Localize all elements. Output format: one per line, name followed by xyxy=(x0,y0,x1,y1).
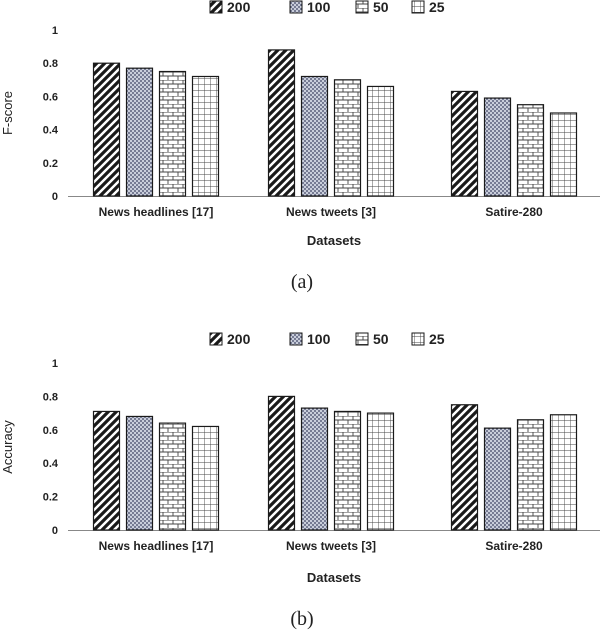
y-tick-label: 0.4 xyxy=(43,125,59,137)
bar-50-0 xyxy=(158,422,187,531)
x-category-label: News tweets [3] xyxy=(286,539,376,553)
legend-label-50: 50 xyxy=(373,331,389,347)
y-tick-label: 0.2 xyxy=(43,492,58,504)
legend-label-100: 100 xyxy=(307,0,331,15)
x-axis-title: Datasets xyxy=(307,233,361,248)
bar-50-1 xyxy=(333,79,362,197)
figure-caption: (a) xyxy=(291,271,313,293)
y-tick-label: 0.6 xyxy=(43,91,58,103)
bar-25-2 xyxy=(549,414,578,531)
legend-swatch-25 xyxy=(411,0,425,14)
y-tick-label: 0 xyxy=(52,525,58,537)
bar-200-1 xyxy=(267,49,296,197)
legend-label-100: 100 xyxy=(307,331,331,347)
y-tick-label: 0.2 xyxy=(43,158,58,170)
bar-200-2 xyxy=(450,404,479,531)
bar-200-0 xyxy=(92,62,121,197)
bar-25-2 xyxy=(549,112,578,197)
legend-label-200: 200 xyxy=(227,0,251,15)
bar-200-2 xyxy=(450,90,479,197)
y-axis-title: F-score xyxy=(0,91,15,135)
x-category-label: News tweets [3] xyxy=(286,205,376,219)
bar-100-1 xyxy=(300,407,329,531)
bar-100-0 xyxy=(125,67,154,197)
legend-label-25: 25 xyxy=(429,331,445,347)
accuracy-chart: 0 0.2 0.4 0.6 0.8 1 News headlines [17] News tw… xyxy=(0,331,600,630)
x-category-label: Satire-280 xyxy=(485,539,543,553)
legend-label-50: 50 xyxy=(373,0,389,15)
bar-100-0 xyxy=(125,415,154,531)
legend-swatch-25 xyxy=(411,332,425,346)
legend-swatch-100 xyxy=(289,332,303,346)
x-axis-title: Datasets xyxy=(307,570,361,585)
legend-swatch-200 xyxy=(209,0,223,14)
bar-25-1 xyxy=(366,85,395,197)
y-tick-label: 0.8 xyxy=(43,58,58,70)
bar-200-0 xyxy=(92,410,121,531)
x-category-label: News headlines [17] xyxy=(99,205,214,219)
figure-caption: (b) xyxy=(290,608,313,630)
y-tick-label: 0 xyxy=(52,191,58,203)
bar-50-0 xyxy=(158,70,187,197)
x-category-label: News headlines [17] xyxy=(99,539,214,553)
bar-100-1 xyxy=(300,75,329,197)
f-score-chart: 0 0.2 0.4 0.6 0.8 1 News headlines [17] News tw… xyxy=(0,0,600,293)
legend-swatch-50 xyxy=(355,0,369,14)
y-tick-label: 1 xyxy=(52,25,58,37)
bar-50-2 xyxy=(516,104,545,197)
y-tick-label: 0.6 xyxy=(43,425,58,437)
bar-100-2 xyxy=(483,427,512,531)
bar-25-0 xyxy=(191,75,220,197)
y-axis-title: Accuracy xyxy=(0,420,15,474)
legend-label-25: 25 xyxy=(429,0,445,15)
bar-25-0 xyxy=(191,425,220,531)
bar-100-2 xyxy=(483,97,512,197)
legend-swatch-200 xyxy=(209,332,223,346)
y-tick-label: 1 xyxy=(52,358,58,370)
y-tick-label: 0.4 xyxy=(43,458,59,470)
bar-50-2 xyxy=(516,419,545,531)
legend-label-200: 200 xyxy=(227,331,251,347)
bar-50-1 xyxy=(333,410,362,531)
y-tick-label: 0.8 xyxy=(43,391,58,403)
legend-swatch-100 xyxy=(289,0,303,14)
bar-25-1 xyxy=(366,412,395,531)
bar-200-1 xyxy=(267,395,296,531)
legend-swatch-50 xyxy=(355,332,369,346)
x-category-label: Satire-280 xyxy=(485,205,543,219)
